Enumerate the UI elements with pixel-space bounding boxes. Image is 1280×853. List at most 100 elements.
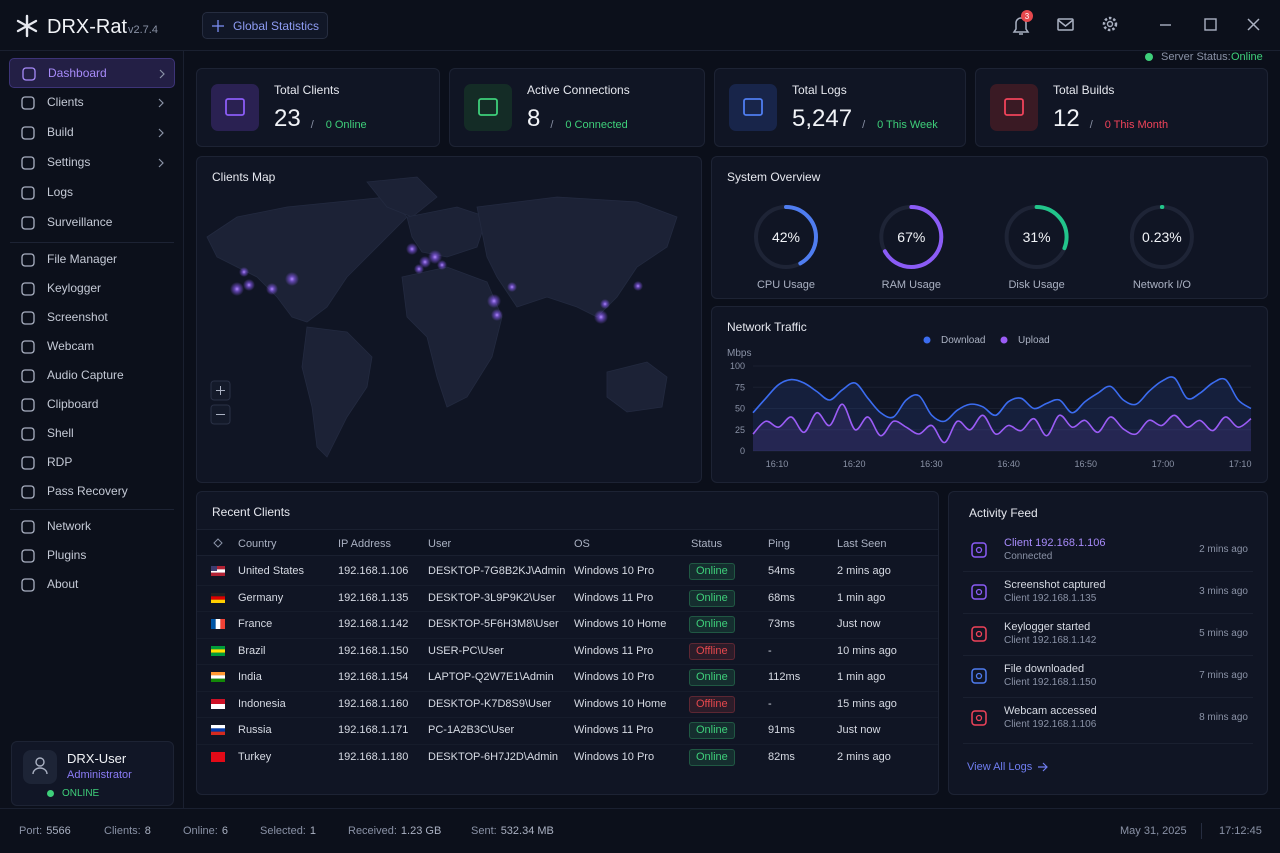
nav-item[interactable]: Dashboard [9, 58, 175, 88]
gauge-label: Network I/O [1133, 279, 1192, 291]
nav-label: File Manager [47, 252, 118, 266]
date: May 31, 2025 [1120, 825, 1187, 837]
stat-separator: / [1089, 119, 1093, 131]
row-divider [197, 664, 938, 665]
nav-item[interactable]: Plugins [9, 541, 175, 571]
traffic-line [752, 376, 1252, 423]
cell: DESKTOP-K7D8S9\User [428, 697, 552, 710]
flag [211, 619, 225, 629]
cell: Just now [837, 618, 881, 630]
nav-icon [21, 186, 35, 200]
feed-title: Client 192.168.1.106 [1004, 537, 1106, 549]
nav-item[interactable]: Clients [9, 88, 175, 118]
chevron [159, 69, 165, 79]
nav-icon [21, 578, 35, 592]
nav-icon [21, 311, 35, 325]
system-panel: System Overview 42% CPU Usage 67% RAM Usage… [711, 156, 1268, 299]
feed-title: Screenshot captured [1004, 579, 1106, 591]
feed-icon-shape [971, 542, 987, 558]
nav-item[interactable]: File Manager [9, 245, 175, 275]
status-text: Online [696, 724, 728, 736]
stat-label: Total Clients [274, 83, 340, 97]
nav-item[interactable]: Surveillance [9, 208, 175, 238]
nav-item[interactable]: Logs [9, 178, 175, 208]
mail-icon[interactable] [1057, 18, 1074, 31]
row-divider [197, 717, 938, 718]
tab-button[interactable]: Global Statistics [202, 12, 328, 39]
cell: DESKTOP-6H7J2D\Admin [428, 750, 559, 763]
x-tick-label: 17:10 [1229, 459, 1252, 469]
nav-item[interactable]: Clipboard [9, 390, 175, 420]
cell: 192.168.1.142 [338, 618, 409, 630]
column-header: Status [691, 538, 723, 550]
stat-card: Active Connections 8 / 0 Connected [449, 68, 705, 147]
stat-icon-box [211, 84, 259, 131]
nav-item[interactable]: Keylogger [9, 274, 175, 304]
user-role: Administrator [67, 769, 132, 781]
flag-stripe [211, 569, 225, 573]
view-all-link[interactable]: View All Logs [967, 761, 1033, 773]
feed-icon-dot [975, 588, 983, 596]
online-dot [47, 790, 54, 797]
nav-icon-shape [21, 398, 35, 412]
gauge-value: 42% [772, 229, 800, 245]
footer-label: Online: [183, 825, 218, 837]
nav-icon [21, 520, 35, 534]
feed-subtitle: Client 192.168.1.106 [1004, 719, 1097, 730]
gauge-arc [1129, 205, 1194, 269]
nav-item[interactable]: RDP [9, 448, 175, 478]
feed-subtitle: Connected [1004, 551, 1053, 562]
stat-sub: 0 This Month [1104, 119, 1169, 131]
cell: Windows 11 Pro [574, 644, 654, 657]
nav-icon-shape [21, 253, 35, 267]
nav-item[interactable]: Pass Recovery [9, 477, 175, 507]
stat-card: Total Logs 5,247 / 0 This Week [714, 68, 966, 147]
nav-icon [22, 67, 36, 81]
cell: 192.168.1.171 [338, 724, 409, 736]
nav-icon-shape [21, 282, 35, 296]
feed-icon [971, 584, 987, 600]
nav-item[interactable]: Shell [9, 419, 175, 449]
window-icons: 3 [1012, 10, 1260, 35]
cell: 192.168.1.106 [338, 565, 409, 577]
nav-icon-shape [21, 578, 35, 592]
stat-separator: / [862, 119, 866, 131]
cell: 2 mins ago [837, 750, 891, 763]
nav-item[interactable]: Build [9, 118, 175, 148]
nav-item[interactable]: Audio Capture [9, 361, 175, 391]
cell: 15 mins ago [837, 697, 897, 710]
nav-icon [21, 398, 35, 412]
nav-item[interactable]: Settings [9, 148, 175, 178]
nav-icon [21, 427, 35, 441]
nav-item[interactable]: Network [9, 512, 175, 542]
gauge-label: RAM Usage [882, 279, 941, 291]
status-text: Online [696, 591, 728, 604]
cell: Russia [238, 724, 272, 736]
feed-icon [971, 668, 987, 684]
flag-stripe [211, 599, 225, 603]
status-badge: Offline [689, 695, 735, 713]
feed-divider [963, 743, 1253, 744]
stat-icon-box [729, 84, 777, 131]
nav-item[interactable]: Screenshot [9, 303, 175, 333]
maximize[interactable] [1204, 18, 1217, 31]
nav-icon [21, 456, 35, 470]
nav-icon-shape [21, 216, 35, 230]
gear-icon[interactable] [1102, 16, 1118, 32]
feed-title: Webcam accessed [1004, 705, 1097, 717]
feed-icon [971, 542, 987, 558]
nav-divider [10, 242, 174, 243]
nav-icon-shape [21, 427, 35, 441]
nav-label: Shell [47, 426, 74, 440]
row-divider [197, 743, 938, 745]
x-tick-label: 16:10 [766, 459, 789, 469]
nav-item[interactable]: About [9, 570, 175, 600]
flag-stripe [211, 648, 225, 653]
close[interactable] [1247, 18, 1260, 31]
nav-item[interactable]: Webcam [9, 332, 175, 362]
flag [211, 672, 225, 682]
cell: - [768, 644, 772, 657]
zoom-controls[interactable] [210, 380, 231, 425]
flag-stripe [211, 619, 216, 629]
nav-label: Dashboard [48, 66, 107, 80]
